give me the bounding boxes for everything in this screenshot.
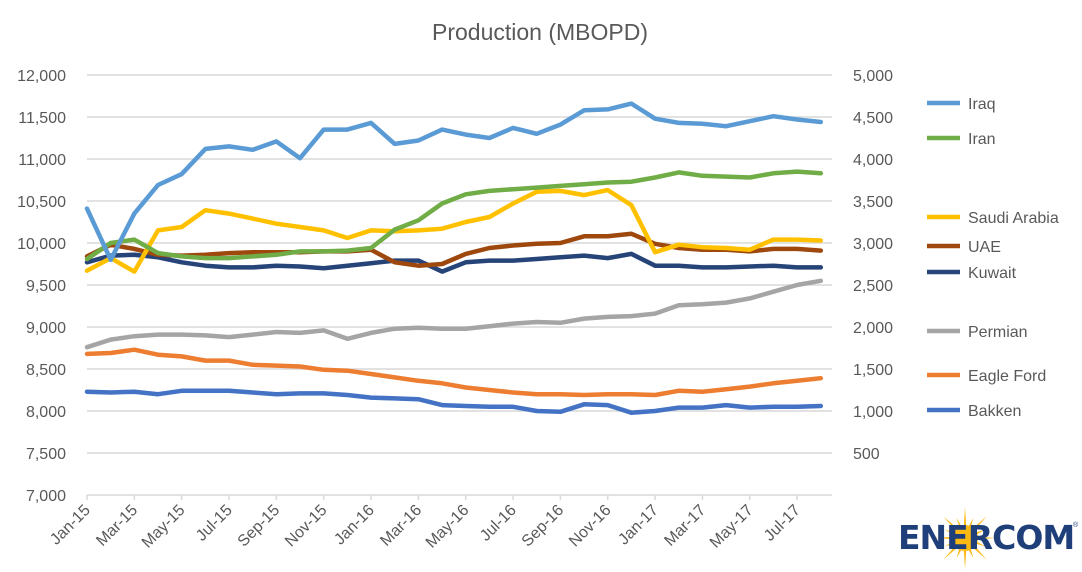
right-y-tick-label: 2,000	[853, 320, 893, 337]
series-line-eagle-ford	[84, 347, 824, 398]
x-tick-label: Jul-15	[193, 502, 236, 545]
enercom-logo: ENERCOM ®	[898, 507, 1079, 569]
sun-ray	[944, 529, 956, 535]
right-y-tick-label: 2,500	[853, 278, 893, 295]
gridlines	[87, 74, 832, 454]
right-y-tick-label: 1,500	[853, 362, 893, 379]
x-tick-label: Jan-17	[615, 502, 662, 549]
legend-label-kuwait: Kuwait	[968, 265, 1017, 282]
sun-ray	[975, 536, 996, 540]
left-y-tick-label: 7,500	[26, 446, 66, 463]
right-y-tick-label: 4,000	[853, 152, 893, 169]
sun-ray	[971, 544, 987, 560]
series-lines	[84, 101, 824, 415]
left-y-tick-label: 11,000	[18, 152, 66, 169]
left-y-axis: 7,000 7,500 8,000 8,500 9,000 9,500 10,000 10,5…	[17, 68, 66, 505]
x-tick-label: Nov-15	[282, 502, 331, 551]
right-y-axis: 500 1,000 1,500 2,000 2,500 3,000 3,500 4,000 4,…	[853, 68, 893, 463]
series-line-uae	[84, 231, 824, 268]
sun-ray	[956, 517, 962, 529]
legend-label-eagle-ford: Eagle Ford	[968, 368, 1046, 385]
series-line-iran	[84, 169, 824, 262]
left-y-tick-label: 8,500	[26, 362, 66, 379]
x-tick-label: Sep-16	[519, 502, 568, 551]
x-tick-label: May-17	[707, 502, 757, 552]
sun-ray	[943, 516, 959, 532]
sun-ray	[974, 529, 986, 535]
x-tick-label: Sep-15	[235, 502, 284, 551]
x-tick-label: Mar-15	[93, 502, 141, 550]
right-y-tick-label: 4,500	[853, 110, 893, 127]
left-y-tick-label: 11,500	[18, 110, 66, 127]
legend-label-uae: UAE	[968, 239, 1001, 256]
sun-ray	[974, 541, 986, 547]
legend-label-iran: Iran	[968, 131, 996, 148]
x-tick-label: Mar-16	[377, 502, 425, 550]
series-line-iraq	[84, 101, 824, 263]
legend-label-saudi-arabia: Saudi Arabia	[968, 210, 1059, 227]
left-y-tick-label: 7,000	[26, 488, 66, 505]
right-y-tick-label: 1,000	[853, 404, 893, 421]
left-y-tick-label: 9,500	[26, 278, 66, 295]
right-y-tick-label: 3,000	[853, 236, 893, 253]
sun-ray	[963, 548, 967, 569]
x-tick-label: May-16	[423, 502, 473, 552]
legend-label-iraq: Iraq	[968, 96, 996, 113]
right-y-tick-label: 500	[853, 446, 880, 463]
series-line-saudi-arabia	[84, 187, 824, 274]
logo-text: ENERCOM	[898, 518, 1075, 557]
sun-ray	[934, 536, 955, 540]
left-y-tick-label: 9,000	[26, 320, 66, 337]
sun-ray	[943, 544, 959, 560]
x-tick-label: Jul-17	[761, 502, 804, 545]
right-y-tick-label: 3,500	[853, 194, 893, 211]
sun-ray	[956, 547, 962, 559]
left-y-tick-label: 12,000	[17, 68, 66, 85]
series-line-kuwait	[84, 251, 824, 274]
sun-icon	[934, 507, 996, 569]
series-line-permian	[84, 278, 824, 350]
left-y-tick-label: 8,000	[26, 404, 66, 421]
left-y-tick-label: 10,000	[17, 236, 66, 253]
legend-label-bakken: Bakken	[968, 403, 1021, 420]
legend: Iraq Iran Saudi Arabia UAE Kuwait Permian Eagl…	[927, 96, 1059, 420]
sun-ray	[944, 541, 956, 547]
sun-ray	[971, 516, 987, 532]
sun-ray	[963, 507, 967, 528]
series-line-bakken	[84, 388, 824, 415]
sun-ray	[968, 547, 974, 559]
legend-label-permian: Permian	[968, 324, 1028, 341]
x-tick-label: Mar-17	[661, 502, 709, 550]
x-tick-label: Jan-16	[331, 502, 378, 549]
x-tick-label: Jul-16	[477, 502, 520, 545]
chart-title: Production (MBOPD)	[432, 19, 648, 45]
x-tick-label: Nov-16	[566, 502, 615, 551]
left-y-tick-label: 10,500	[17, 194, 66, 211]
right-y-tick-label: 5,000	[853, 68, 893, 85]
sun-ray	[968, 517, 974, 529]
x-tick-label: May-15	[139, 502, 189, 552]
registered-mark: ®	[1073, 522, 1079, 529]
x-tick-label: Jan-15	[47, 502, 94, 549]
